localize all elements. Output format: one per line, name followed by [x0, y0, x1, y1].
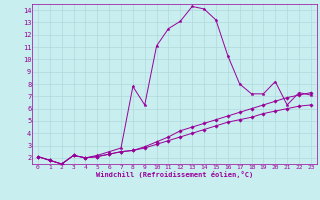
X-axis label: Windchill (Refroidissement éolien,°C): Windchill (Refroidissement éolien,°C) [96, 171, 253, 178]
